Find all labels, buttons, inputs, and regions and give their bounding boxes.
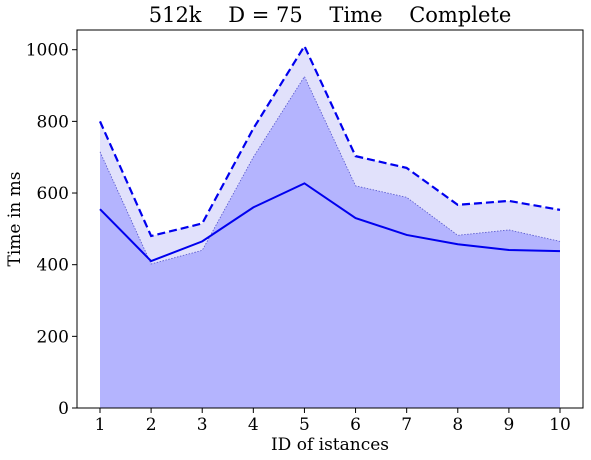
chart-title: 512k D = 75 Time Complete [149,3,512,27]
y-tick-label: 400 [37,256,69,276]
chart-areas [100,46,560,409]
x-tick-label: 10 [549,415,571,435]
x-tick-label: 6 [350,415,361,435]
lower-band-edge-line [99,75,561,265]
x-tick-label: 9 [503,415,514,435]
outer-band-area [100,46,560,264]
y-tick-label: 800 [37,112,69,132]
chart-lines [98,43,561,265]
x-tick-label: 1 [95,415,106,435]
x-tick-label: 3 [197,415,208,435]
x-tick-label: 2 [146,415,157,435]
solid-series-line [99,182,561,263]
y-axis: 0 200 400 600 800 1000 [26,41,77,419]
x-tick-label: 4 [248,415,259,435]
plot-frame [76,29,584,409]
y-axis-label: Time in ms [5,172,25,267]
y-tick-label: 200 [37,327,69,347]
x-tick-label: 8 [452,415,463,435]
dashed-series-line [98,43,561,238]
y-tick-label: 0 [58,399,69,419]
x-tick-label: 7 [401,415,412,435]
x-axis: 1 2 3 4 5 6 7 8 9 10 [95,408,571,435]
inner-area [100,76,560,409]
y-tick-label: 600 [37,184,69,204]
x-tick-label: 5 [299,415,310,435]
y-tick-label: 1000 [26,41,69,61]
x-axis-label: ID of istances [271,435,389,455]
